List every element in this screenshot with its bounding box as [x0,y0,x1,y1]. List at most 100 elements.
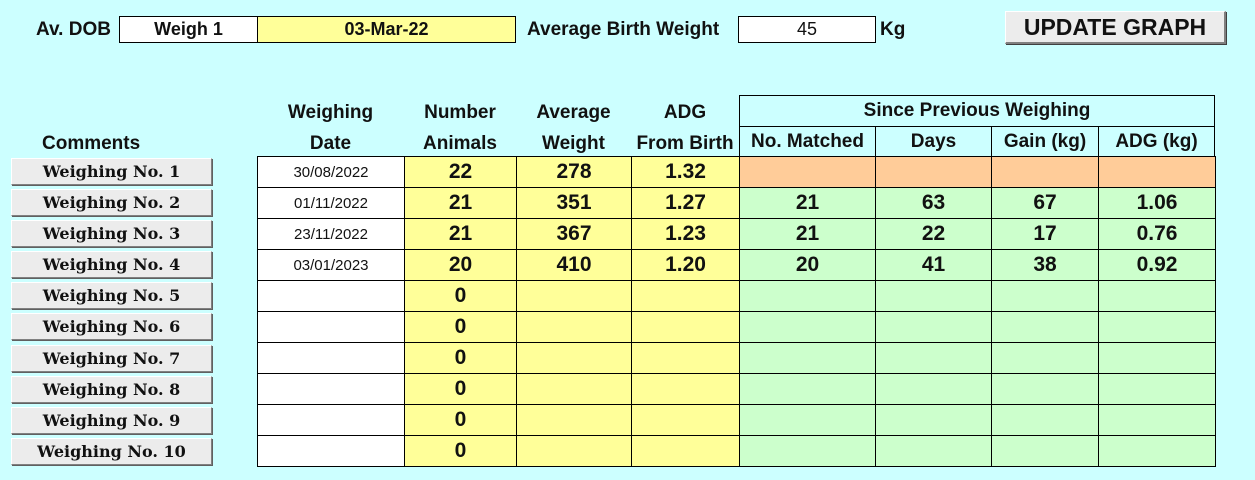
gain-cell[interactable]: 38 [991,249,1099,281]
days-cell[interactable] [875,435,992,467]
weighing-button-8[interactable]: Weighing No. 8 [11,376,212,403]
gain-cell[interactable] [991,311,1099,343]
days-cell[interactable]: 63 [875,187,992,219]
animals-cell[interactable]: 0 [404,280,517,312]
adg-from-birth-cell[interactable] [631,373,740,405]
animals-cell[interactable]: 21 [404,187,517,219]
weighing-button-2[interactable]: Weighing No. 2 [11,189,212,216]
avg-weight-cell[interactable] [516,280,632,312]
matched-cell[interactable] [739,435,876,467]
adg-from-birth-cell[interactable] [631,435,740,467]
weighing-button-1[interactable]: Weighing No. 1 [11,158,212,185]
animals-cell[interactable]: 21 [404,218,517,250]
matched-cell[interactable]: 21 [739,187,876,219]
adg-prev-cell[interactable]: 0.92 [1098,249,1216,281]
date-cell[interactable] [257,280,405,312]
date-cell[interactable]: 30/08/2022 [257,156,405,188]
avg-weight-cell[interactable] [516,404,632,436]
weighing-button-9[interactable]: Weighing No. 9 [11,407,212,434]
avg-weight-cell[interactable] [516,373,632,405]
matched-cell[interactable] [739,156,876,188]
matched-cell[interactable] [739,280,876,312]
adg-from-birth-cell[interactable]: 1.23 [631,218,740,250]
adg-prev-cell[interactable]: 1.06 [1098,187,1216,219]
days-cell[interactable] [875,156,992,188]
gain-cell[interactable] [991,404,1099,436]
avg-weight-cell[interactable]: 410 [516,249,632,281]
weigh-select-cell[interactable]: Weigh 1 [119,16,258,43]
gain-cell[interactable]: 17 [991,218,1099,250]
birth-weight-input[interactable]: 45 [738,16,876,43]
animals-cell[interactable]: 0 [404,373,517,405]
adg-from-birth-cell[interactable] [631,311,740,343]
adg-prev-cell[interactable] [1098,373,1216,405]
adg-from-birth-cell[interactable]: 1.20 [631,249,740,281]
gain-label: Gain (kg) [1003,130,1087,152]
matched-cell[interactable]: 20 [739,249,876,281]
weighing-button-7[interactable]: Weighing No. 7 [11,345,212,372]
adg-from-birth-cell[interactable] [631,404,740,436]
gain-cell[interactable] [991,280,1099,312]
table-row: 30/08/2022 22 278 1.32 [257,156,1216,188]
date-cell[interactable] [257,404,405,436]
dob-date-cell[interactable]: 03-Mar-22 [257,16,516,43]
matched-cell[interactable] [739,311,876,343]
avg-weight-cell[interactable] [516,435,632,467]
adg-from-birth-cell[interactable]: 1.27 [631,187,740,219]
avg-weight-cell[interactable] [516,342,632,374]
days-label: Days [910,130,957,152]
animals-cell[interactable]: 20 [404,249,517,281]
days-cell[interactable] [875,280,992,312]
date-cell[interactable] [257,435,405,467]
weighing-button-4[interactable]: Weighing No. 4 [11,251,212,278]
adg-from-birth-cell[interactable]: 1.32 [631,156,740,188]
adg-from-birth-cell[interactable] [631,280,740,312]
update-graph-button[interactable]: UPDATE GRAPH [1005,11,1226,44]
days-cell[interactable] [875,342,992,374]
animals-cell[interactable]: 0 [404,342,517,374]
adg-kg-label: ADG (kg) [1115,130,1198,152]
adg-prev-cell[interactable] [1098,435,1216,467]
gain-cell[interactable]: 67 [991,187,1099,219]
matched-cell[interactable] [739,373,876,405]
weighing-button-5[interactable]: Weighing No. 5 [11,282,212,309]
adg-prev-cell[interactable]: 0.76 [1098,218,1216,250]
gain-cell[interactable] [991,156,1099,188]
days-cell[interactable] [875,373,992,405]
table-row: 0 [257,342,1216,374]
gain-cell[interactable] [991,342,1099,374]
gain-cell[interactable] [991,373,1099,405]
avg-weight-cell[interactable]: 351 [516,187,632,219]
gain-cell[interactable] [991,435,1099,467]
adg-from-birth-cell[interactable] [631,342,740,374]
weighing-button-6[interactable]: Weighing No. 6 [11,313,212,340]
adg-prev-cell[interactable] [1098,404,1216,436]
avg-weight-cell[interactable]: 278 [516,156,632,188]
days-cell[interactable]: 22 [875,218,992,250]
adg-prev-cell[interactable] [1098,156,1216,188]
adg-prev-cell[interactable] [1098,311,1216,343]
avg-weight-cell[interactable] [516,311,632,343]
table-row: 23/11/2022 21 367 1.23 21 22 17 0.76 [257,218,1216,250]
date-cell[interactable]: 03/01/2023 [257,249,405,281]
adg-prev-cell[interactable] [1098,342,1216,374]
date-cell[interactable]: 23/11/2022 [257,218,405,250]
matched-cell[interactable] [739,404,876,436]
animals-cell[interactable]: 0 [404,311,517,343]
matched-cell[interactable] [739,342,876,374]
weighing-button-10[interactable]: Weighing No. 10 [11,438,212,465]
date-cell[interactable]: 01/11/2022 [257,187,405,219]
matched-cell[interactable]: 21 [739,218,876,250]
days-cell[interactable] [875,404,992,436]
days-cell[interactable] [875,311,992,343]
animals-cell[interactable]: 22 [404,156,517,188]
weighing-button-3[interactable]: Weighing No. 3 [11,220,212,247]
date-cell[interactable] [257,373,405,405]
animals-cell[interactable]: 0 [404,435,517,467]
adg-prev-cell[interactable] [1098,280,1216,312]
date-cell[interactable] [257,342,405,374]
avg-weight-cell[interactable]: 367 [516,218,632,250]
days-cell[interactable]: 41 [875,249,992,281]
date-cell[interactable] [257,311,405,343]
animals-cell[interactable]: 0 [404,404,517,436]
